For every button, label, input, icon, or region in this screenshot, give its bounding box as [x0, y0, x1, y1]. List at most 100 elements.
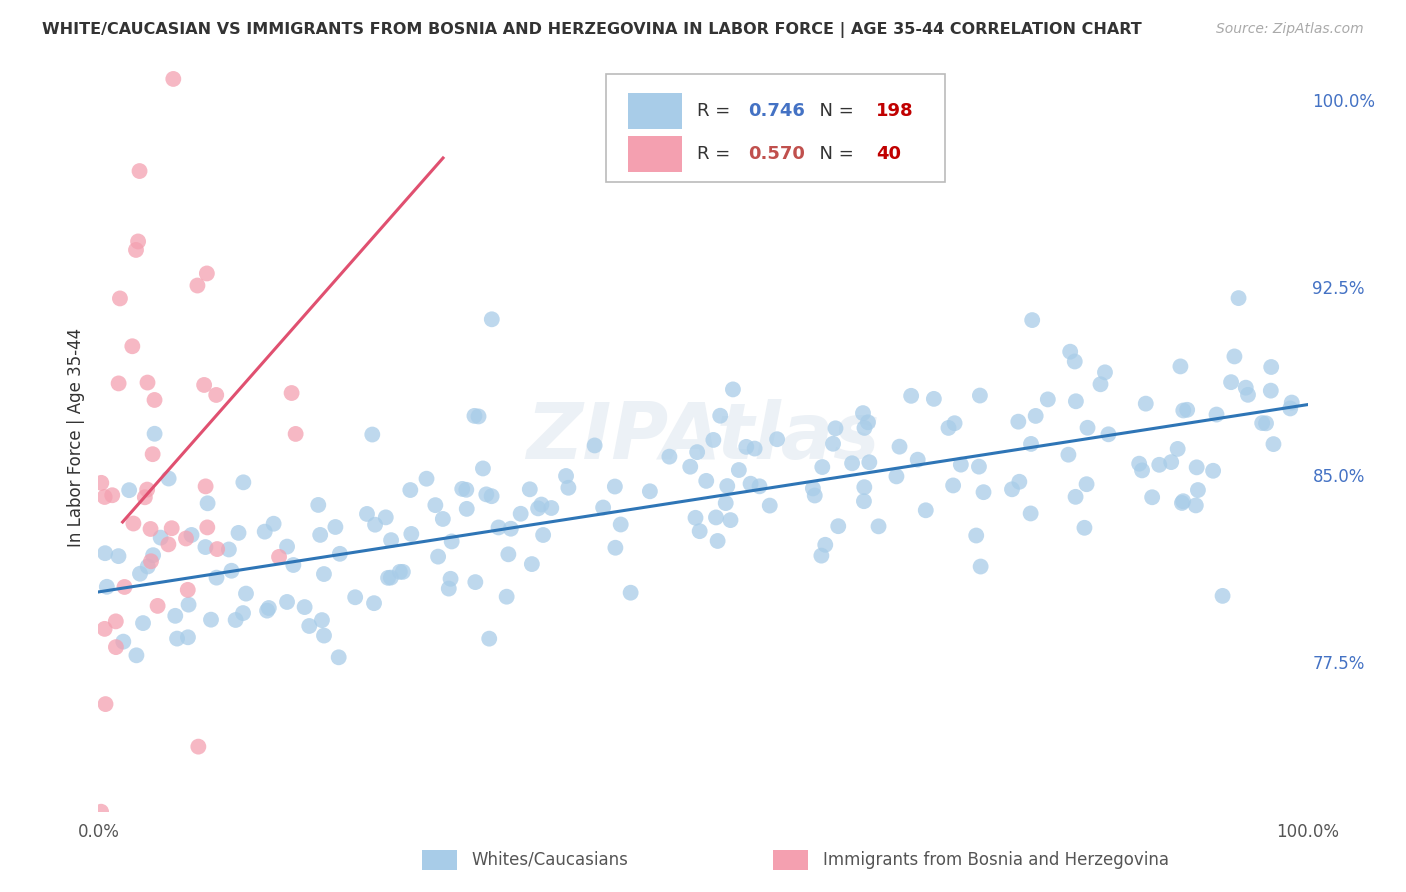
- Point: [1173, 403, 1195, 417]
- Point: [380, 571, 402, 585]
- Text: N =: N =: [808, 103, 859, 120]
- Point: [90, 475, 112, 490]
- Point: [104, 640, 127, 654]
- Text: N =: N =: [808, 145, 859, 163]
- Point: [583, 438, 606, 452]
- Point: [415, 472, 437, 486]
- Point: [108, 292, 131, 306]
- Point: [471, 461, 494, 475]
- Point: [162, 72, 184, 87]
- Point: [1019, 437, 1042, 451]
- Text: 198: 198: [876, 103, 914, 120]
- Point: [456, 483, 478, 497]
- Point: [96, 580, 118, 594]
- Point: [467, 409, 489, 424]
- Text: Whites/Caucasians: Whites/Caucasians: [471, 851, 628, 869]
- Bar: [628, 93, 682, 129]
- Point: [900, 389, 922, 403]
- Point: [686, 445, 709, 459]
- Point: [440, 534, 463, 549]
- Point: [603, 479, 626, 493]
- Point: [704, 510, 727, 524]
- Point: [125, 648, 148, 663]
- Point: [1064, 394, 1087, 409]
- Point: [520, 557, 543, 571]
- Point: [1260, 384, 1282, 398]
- Point: [121, 339, 143, 353]
- Point: [1063, 354, 1085, 368]
- Point: [218, 542, 240, 557]
- Point: [325, 520, 347, 534]
- Point: [194, 540, 217, 554]
- Point: [232, 475, 254, 490]
- Point: [1036, 392, 1059, 407]
- Point: [824, 421, 846, 435]
- Point: [1237, 388, 1260, 402]
- Point: [388, 565, 411, 579]
- Point: [114, 580, 136, 594]
- Point: [136, 559, 159, 574]
- Point: [149, 531, 172, 545]
- Point: [356, 507, 378, 521]
- Point: [721, 383, 744, 397]
- Point: [136, 376, 159, 390]
- Point: [280, 386, 302, 401]
- Point: [914, 503, 936, 517]
- Point: [856, 415, 879, 429]
- Point: [1175, 402, 1198, 417]
- Point: [973, 485, 995, 500]
- Point: [1263, 437, 1285, 451]
- Point: [858, 455, 880, 469]
- Point: [193, 378, 215, 392]
- Point: [714, 496, 737, 510]
- Point: [821, 436, 844, 450]
- Point: [283, 558, 305, 572]
- Point: [125, 243, 148, 257]
- Text: R =: R =: [697, 103, 735, 120]
- Point: [94, 697, 117, 711]
- Point: [146, 599, 169, 613]
- Point: [1130, 463, 1153, 477]
- Point: [267, 549, 290, 564]
- Point: [938, 421, 960, 435]
- Point: [679, 459, 702, 474]
- Point: [328, 650, 350, 665]
- Point: [132, 616, 155, 631]
- Y-axis label: In Labor Force | Age 35-44: In Labor Force | Age 35-44: [66, 327, 84, 547]
- Point: [1021, 313, 1043, 327]
- Point: [1171, 496, 1194, 510]
- Point: [364, 517, 387, 532]
- Point: [263, 516, 285, 531]
- Text: R =: R =: [697, 145, 735, 163]
- Point: [695, 474, 717, 488]
- Point: [177, 598, 200, 612]
- Point: [735, 440, 758, 454]
- Point: [344, 591, 367, 605]
- Point: [177, 630, 200, 644]
- Point: [256, 604, 278, 618]
- Point: [852, 494, 875, 508]
- Point: [200, 613, 222, 627]
- Point: [312, 629, 335, 643]
- Point: [329, 547, 352, 561]
- Point: [380, 533, 402, 548]
- Point: [142, 447, 165, 461]
- Point: [1090, 377, 1112, 392]
- Point: [530, 498, 553, 512]
- Point: [160, 521, 183, 535]
- Point: [205, 571, 228, 585]
- Point: [740, 476, 762, 491]
- Point: [309, 528, 332, 542]
- Point: [225, 613, 247, 627]
- Point: [1205, 408, 1227, 422]
- Text: Source: ZipAtlas.com: Source: ZipAtlas.com: [1216, 22, 1364, 37]
- Point: [1094, 365, 1116, 379]
- Point: [437, 582, 460, 596]
- Text: WHITE/CAUCASIAN VS IMMIGRANTS FROM BOSNIA AND HERZEGOVINA IN LABOR FORCE | AGE 3: WHITE/CAUCASIAN VS IMMIGRANTS FROM BOSNI…: [42, 22, 1142, 38]
- Point: [540, 501, 562, 516]
- Point: [127, 235, 149, 249]
- Point: [104, 615, 127, 629]
- Point: [463, 409, 485, 423]
- Point: [205, 542, 228, 557]
- Point: [464, 575, 486, 590]
